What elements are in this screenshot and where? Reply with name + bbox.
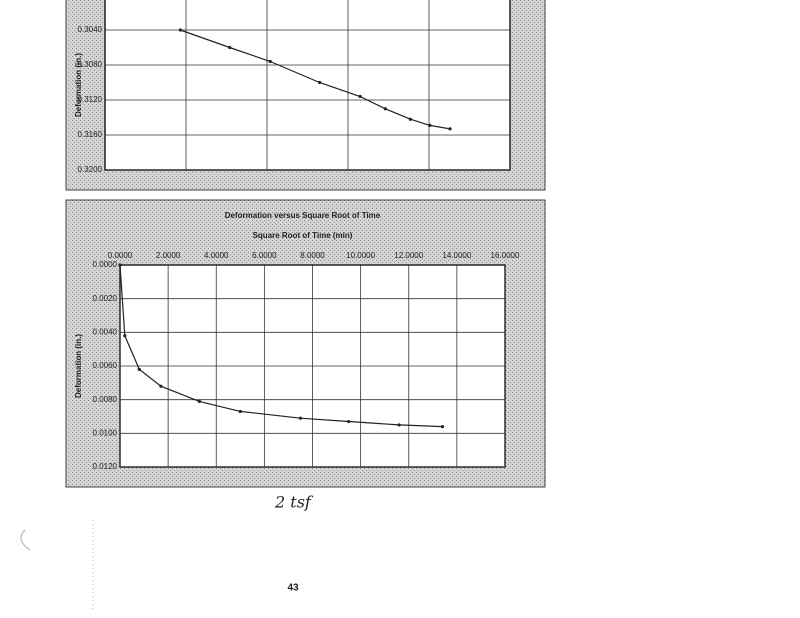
x-tick-label: 16.0000	[491, 251, 520, 260]
data-point	[238, 409, 242, 414]
y-tick-label: 0.0000	[93, 260, 118, 269]
y-tick-label: 0.3200	[78, 165, 103, 174]
data-point	[137, 367, 141, 371]
page-number: 43	[287, 583, 299, 594]
y-tick-label: 0.3120	[78, 95, 103, 104]
handwritten-note: 2 tsf	[274, 493, 314, 512]
scan-mark	[20, 529, 31, 551]
y-tick-label: 0.0120	[93, 462, 118, 471]
y-tick-label: 0.3080	[78, 60, 103, 69]
data-point	[383, 107, 387, 111]
data-point	[428, 123, 432, 127]
data-point	[159, 384, 163, 388]
data-point	[118, 263, 122, 267]
x-tick-label: 6.0000	[252, 251, 277, 260]
data-point	[318, 80, 322, 85]
x-tick-label: 0.0000	[108, 251, 133, 260]
y-tick-label: 0.0100	[93, 428, 118, 437]
y-tick-label: 0.0020	[93, 294, 118, 303]
charts: 0.3040 0.3080 0.3120 0.3160 0.3200 Deformatio…	[65, 0, 546, 488]
data-point	[228, 45, 232, 50]
y-tick-label: 0.0080	[93, 395, 118, 404]
y-axis-label: Deformation (in.)	[74, 53, 83, 117]
chart-title: Deformation versus Square Root of Time	[225, 211, 381, 220]
y-tick-label: 0.3040	[78, 25, 103, 34]
data-point	[440, 425, 445, 429]
x-tick-label: 12.0000	[394, 251, 423, 260]
data-point	[197, 399, 202, 403]
x-axis-label: Square Root of Time (min)	[253, 231, 353, 240]
data-point	[123, 334, 127, 338]
y-tick-label: 0.0040	[93, 327, 118, 336]
x-tick-label: 8.0000	[300, 251, 325, 260]
x-tick-label: 4.0000	[204, 251, 229, 260]
y-tick-label: 0.3160	[78, 130, 103, 139]
chart: 0.0000 0.0020 0.0040 0.0060 0.0080 0.0100 0.01…	[65, 199, 546, 488]
data-point	[346, 419, 351, 424]
data-point	[268, 59, 272, 64]
chart: 0.3040 0.3080 0.3120 0.3160 0.3200 Deformatio…	[65, 0, 546, 191]
x-tick-label: 10.0000	[346, 251, 375, 260]
data-point	[358, 94, 362, 99]
data-point	[448, 127, 452, 131]
data-point	[408, 117, 412, 121]
x-tick-label: 14.0000	[442, 251, 471, 260]
data-point	[298, 416, 303, 420]
plot-area	[104, 0, 511, 171]
y-axis-label: Deformation (in.)	[74, 334, 83, 398]
data-point	[397, 423, 401, 427]
x-tick-label: 2.0000	[156, 251, 181, 260]
data-line	[119, 264, 443, 428]
data-point	[178, 28, 182, 32]
y-tick-label: 0.0060	[93, 361, 118, 370]
